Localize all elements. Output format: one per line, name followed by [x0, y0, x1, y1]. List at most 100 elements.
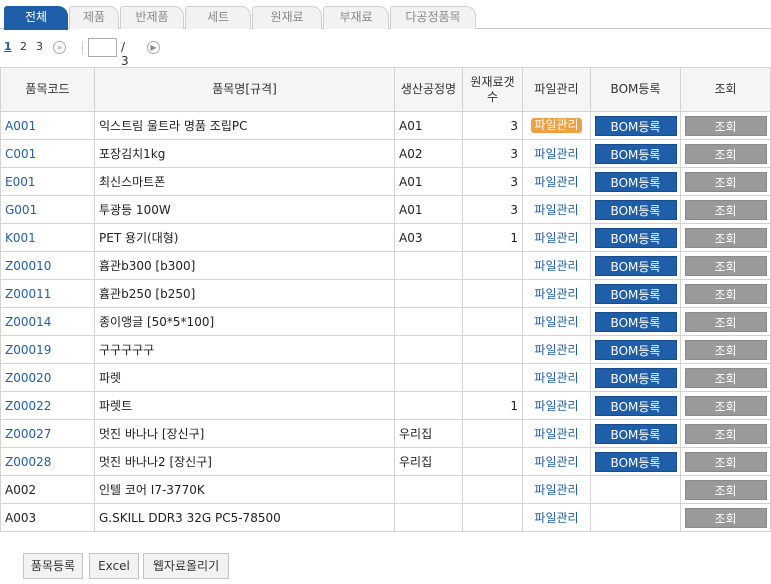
cell-bom: BOM등록 [590, 279, 681, 308]
bom-register-button[interactable]: BOM등록 [594, 171, 677, 192]
view-button[interactable]: 조회 [684, 395, 767, 416]
item-code-link[interactable]: Z00019 [5, 342, 52, 357]
file-manage-link[interactable]: 파일관리 [534, 399, 579, 413]
bom-register-button[interactable]: BOM등록 [594, 395, 677, 416]
tab-product[interactable]: 제품 [69, 6, 119, 29]
bom-register-button[interactable]: BOM등록 [594, 143, 677, 164]
cell-code[interactable]: Z00014 [0, 307, 95, 336]
file-manage-link[interactable]: 파일관리 [534, 203, 579, 217]
tab-sub-material[interactable]: 부재료 [323, 6, 389, 29]
tab-multi-process[interactable]: 다공정품목 [390, 6, 476, 29]
file-manage-link[interactable]: 파일관리 [534, 455, 579, 469]
page-link-1[interactable]: 1 [4, 40, 12, 53]
double-chevron-right-icon[interactable]: » [53, 41, 66, 54]
web-upload-button[interactable]: 웹자료올리기 [143, 553, 229, 579]
page-number-input[interactable] [88, 38, 117, 57]
cell-name: 투광등 100W [94, 195, 395, 224]
header-process[interactable]: 생산공정명 [394, 67, 463, 112]
cell-code[interactable]: Z00022 [0, 391, 95, 420]
file-manage-link[interactable]: 파일관리 [534, 483, 579, 497]
bom-register-button[interactable]: BOM등록 [594, 451, 677, 472]
cell-process: A02 [394, 139, 463, 168]
excel-button[interactable]: Excel [89, 553, 139, 579]
bom-register-button[interactable]: BOM등록 [594, 283, 677, 304]
bom-register-button[interactable]: BOM등록 [594, 199, 677, 220]
cell-view: 조회 [680, 419, 771, 448]
item-code-link[interactable]: Z00011 [5, 286, 52, 301]
file-manage-link[interactable]: 파일관리 [534, 231, 579, 245]
view-button[interactable]: 조회 [684, 199, 767, 220]
cell-file: 파일관리 [522, 223, 591, 252]
file-manage-link[interactable]: 파일관리 [534, 427, 579, 441]
view-button[interactable]: 조회 [684, 115, 767, 136]
item-code-link[interactable]: K001 [5, 230, 36, 245]
cell-name: 흄관b300 [b300] [94, 251, 395, 280]
bom-register-button[interactable]: BOM등록 [594, 423, 677, 444]
file-manage-link[interactable]: 파일관리 [534, 315, 579, 329]
bom-register-button[interactable]: BOM등록 [594, 367, 677, 388]
item-code-link[interactable]: E001 [5, 174, 36, 189]
item-code-link[interactable]: Z00027 [5, 426, 52, 441]
cell-code[interactable]: A001 [0, 111, 95, 140]
file-manage-link[interactable]: 파일관리 [531, 118, 582, 133]
cell-process [394, 475, 463, 504]
view-button[interactable]: 조회 [684, 227, 767, 248]
page-link-3[interactable]: 3 [36, 40, 43, 53]
view-button[interactable]: 조회 [684, 367, 767, 388]
register-item-button[interactable]: 품목등록 [23, 553, 83, 579]
view-button[interactable]: 조회 [684, 283, 767, 304]
item-code-link[interactable]: Z00014 [5, 314, 52, 329]
view-button[interactable]: 조회 [684, 339, 767, 360]
header-bom: BOM등록 [590, 67, 681, 112]
bom-register-button[interactable]: BOM등록 [594, 227, 677, 248]
file-manage-link[interactable]: 파일관리 [534, 147, 579, 161]
item-code-link[interactable]: C001 [5, 146, 37, 161]
play-icon[interactable]: ▶ [147, 41, 160, 54]
cell-code[interactable]: E001 [0, 167, 95, 196]
page-link-2[interactable]: 2 [20, 40, 27, 53]
header-material-count[interactable]: 원재료갯수 [462, 67, 523, 112]
cell-code[interactable]: Z00019 [0, 335, 95, 364]
cell-code[interactable]: Z00011 [0, 279, 95, 308]
bom-register-button[interactable]: BOM등록 [594, 255, 677, 276]
file-manage-link[interactable]: 파일관리 [534, 287, 579, 301]
item-code-link[interactable]: G001 [5, 202, 38, 217]
bom-register-button[interactable]: BOM등록 [594, 311, 677, 332]
cell-code[interactable]: Z00027 [0, 419, 95, 448]
item-code-link[interactable]: Z00020 [5, 370, 52, 385]
view-button[interactable]: 조회 [684, 171, 767, 192]
view-button[interactable]: 조회 [684, 311, 767, 332]
cell-name: PET 용기(대형) [94, 223, 395, 252]
cell-code[interactable]: K001 [0, 223, 95, 252]
bom-register-button[interactable]: BOM등록 [594, 115, 677, 136]
tab-semi-product[interactable]: 반제품 [120, 6, 184, 29]
cell-code[interactable]: C001 [0, 139, 95, 168]
item-code-link[interactable]: Z00028 [5, 454, 52, 469]
tab-all[interactable]: 전체 [4, 6, 68, 30]
header-code[interactable]: 품목코드 [0, 67, 95, 112]
file-manage-link[interactable]: 파일관리 [534, 175, 579, 189]
table-row: Z00019 구구구구구 파일관리 BOM등록 조회 [0, 335, 771, 364]
view-button[interactable]: 조회 [684, 143, 767, 164]
view-button[interactable]: 조회 [684, 507, 767, 528]
view-button[interactable]: 조회 [684, 451, 767, 472]
file-manage-link[interactable]: 파일관리 [534, 343, 579, 357]
cell-code[interactable]: Z00020 [0, 363, 95, 392]
item-code-link[interactable]: A001 [5, 118, 37, 133]
tab-raw-material[interactable]: 원재료 [252, 6, 322, 29]
view-button[interactable]: 조회 [684, 479, 767, 500]
cell-code[interactable]: G001 [0, 195, 95, 224]
item-code-link[interactable]: Z00010 [5, 258, 52, 273]
item-code-link[interactable]: Z00022 [5, 398, 52, 413]
bom-register-button[interactable]: BOM등록 [594, 339, 677, 360]
tab-set[interactable]: 세트 [185, 6, 251, 29]
cell-code[interactable]: Z00010 [0, 251, 95, 280]
view-button[interactable]: 조회 [684, 423, 767, 444]
file-manage-link[interactable]: 파일관리 [534, 371, 579, 385]
view-button[interactable]: 조회 [684, 255, 767, 276]
file-manage-link[interactable]: 파일관리 [534, 511, 579, 525]
cell-code[interactable]: Z00028 [0, 447, 95, 476]
table-row: G001 투광등 100W A01 3 파일관리 BOM등록 조회 [0, 195, 771, 224]
header-name[interactable]: 품목명[규격] [94, 67, 395, 112]
file-manage-link[interactable]: 파일관리 [534, 259, 579, 273]
